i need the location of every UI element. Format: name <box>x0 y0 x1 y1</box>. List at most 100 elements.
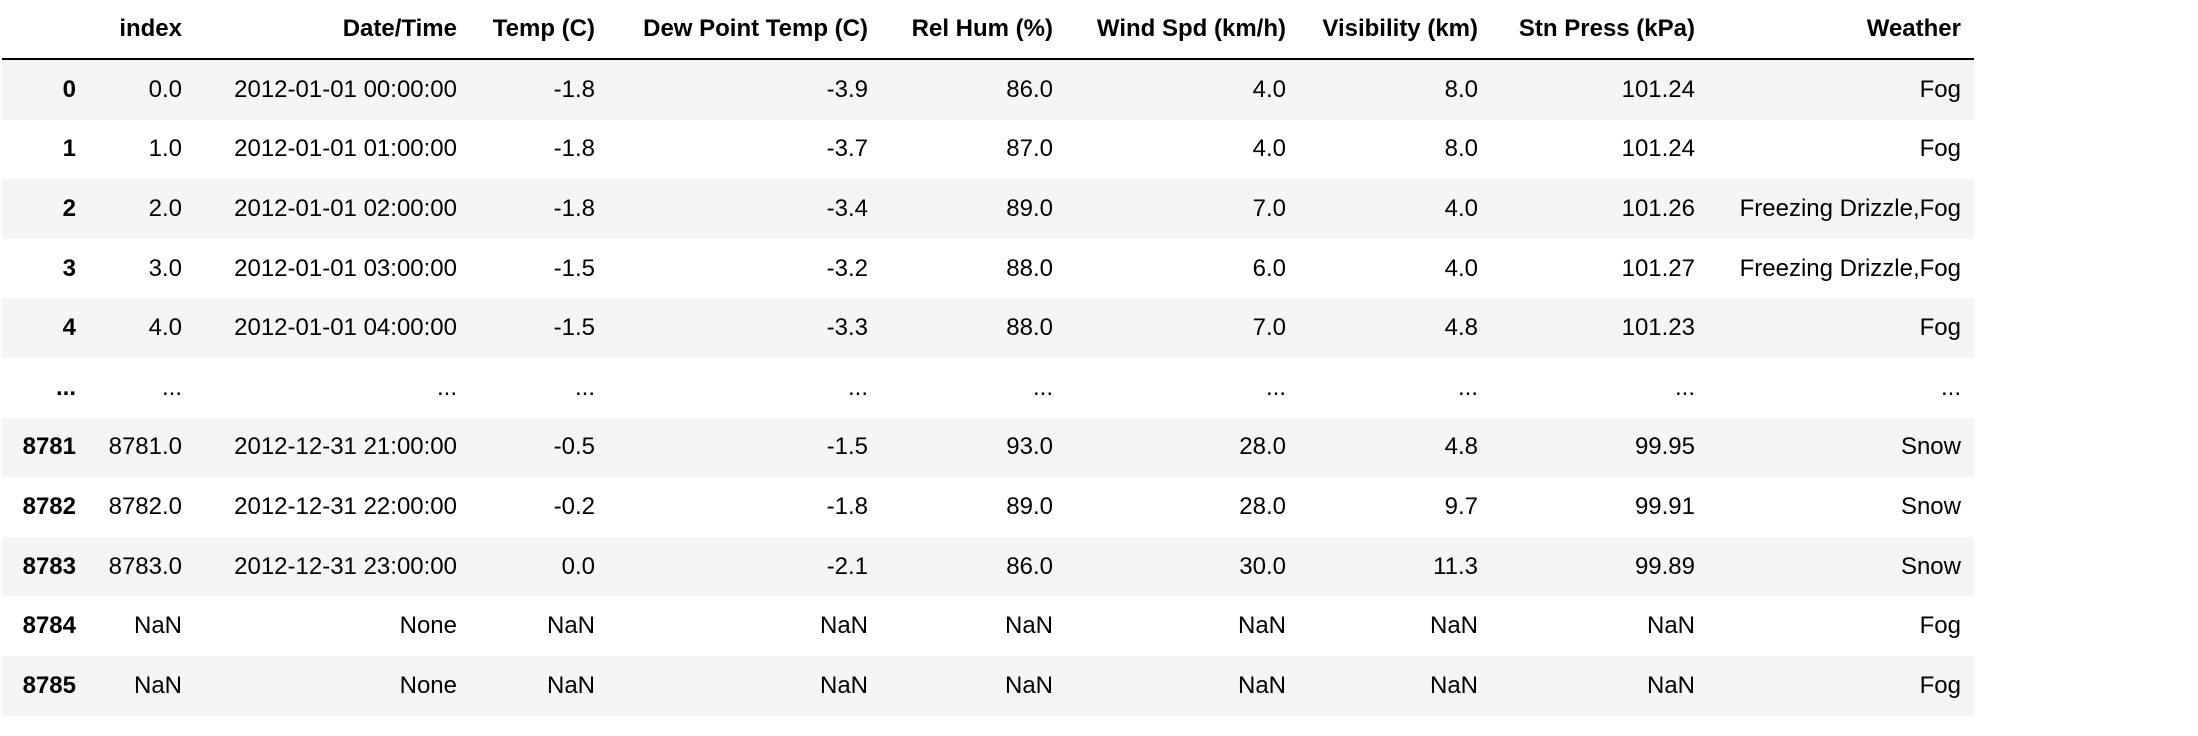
table-cell: -1.5 <box>553 254 595 282</box>
table-cell: NaN <box>1004 671 1053 699</box>
table-cell: Freezing Drizzle,Fog <box>1739 254 1961 282</box>
table-cell: 7.0 <box>1252 314 1286 342</box>
table-row: 1 1.0 2012-01-01 01:00:00 -1.8 -3.7 87.0 4.0 8.… <box>2 120 1974 180</box>
table-cell: -0.2 <box>553 492 595 520</box>
table-cell: 101.23 <box>1621 314 1695 342</box>
column-header: Date/Time <box>195 0 470 60</box>
table-cell: -1.8 <box>553 75 595 103</box>
row-index: 8781 <box>22 433 76 461</box>
table-cell: 8782.0 <box>108 492 182 520</box>
table-cell: 86.0 <box>1006 75 1053 103</box>
table-cell: 30.0 <box>1239 552 1286 580</box>
table-row: 4 4.0 2012-01-01 04:00:00 -1.5 -3.3 88.0 7.0 4.… <box>2 298 1974 358</box>
row-index: 3 <box>62 254 76 282</box>
table-header: index Date/Time Temp (C) Dew Point Temp (C)… <box>2 0 1974 60</box>
table-cell: Snow <box>1900 552 1961 580</box>
row-index: 8782 <box>22 492 76 520</box>
table-cell: NaN <box>546 671 595 699</box>
table-cell: -1.8 <box>826 492 868 520</box>
table-cell: 9.7 <box>1444 492 1478 520</box>
table-cell: 89.0 <box>1006 492 1053 520</box>
table-cell: ... <box>847 373 868 401</box>
row-index: 0 <box>62 75 76 103</box>
table-cell: None <box>399 671 457 699</box>
table-cell: NaN <box>1429 671 1478 699</box>
table-cell: -1.8 <box>553 135 595 163</box>
column-header: index <box>89 0 195 60</box>
table-row: 8782 8782.0 2012-12-31 22:00:00 -0.2 -1.8 89.… <box>2 477 1974 537</box>
table-row: 2 2.0 2012-01-01 02:00:00 -1.8 -3.4 89.0 7.0 4.… <box>2 179 1974 239</box>
table-cell: NaN <box>546 612 595 640</box>
row-index: 8785 <box>22 671 76 699</box>
table-cell: -3.7 <box>826 135 868 163</box>
row-index: 8784 <box>22 612 76 640</box>
table-cell: Freezing Drizzle,Fog <box>1739 194 1961 222</box>
table-row: .............................. <box>2 358 1974 418</box>
table-cell: 8781.0 <box>108 433 182 461</box>
table-cell: -1.5 <box>826 433 868 461</box>
table-cell: 101.24 <box>1621 75 1695 103</box>
table-cell: ... <box>1674 373 1695 401</box>
row-index: 1 <box>62 135 76 163</box>
table-cell: None <box>399 612 457 640</box>
table-row: 3 3.0 2012-01-01 03:00:00 -1.5 -3.2 88.0 6.0 4.… <box>2 239 1974 299</box>
table-cell: ... <box>1940 373 1961 401</box>
table-cell: 99.89 <box>1634 552 1695 580</box>
table-cell: NaN <box>1237 612 1286 640</box>
table-cell: 101.24 <box>1621 135 1695 163</box>
table-cell: 4.0 <box>1252 75 1286 103</box>
table-cell: 87.0 <box>1006 135 1053 163</box>
table-cell: 89.0 <box>1006 194 1053 222</box>
table-cell: 8.0 <box>1444 135 1478 163</box>
table-cell: NaN <box>133 612 182 640</box>
table-body: 0 0.0 2012-01-01 00:00:00 -1.8 -3.9 86.0 4.0 8.… <box>2 59 1974 716</box>
table-cell: 2012-01-01 00:00:00 <box>234 75 457 103</box>
table-cell: -3.4 <box>826 194 868 222</box>
table-cell: NaN <box>1646 612 1695 640</box>
table-row: 8783 8783.0 2012-12-31 23:00:00 0.0 -2.1 86.0… <box>2 536 1974 597</box>
table-cell: NaN <box>1646 671 1695 699</box>
table-cell: 99.91 <box>1634 492 1695 520</box>
table-cell: 11.3 <box>1433 552 1478 580</box>
table-cell: 8.0 <box>1444 75 1478 103</box>
table-cell: 88.0 <box>1006 254 1053 282</box>
row-index: 8783 <box>22 552 76 580</box>
table-cell: 28.0 <box>1239 492 1286 520</box>
table-row: 8781 8781.0 2012-12-31 21:00:00 -0.5 -1.5 93.… <box>2 417 1974 478</box>
table-cell: 101.27 <box>1621 254 1695 282</box>
table-cell: NaN <box>819 612 868 640</box>
table-cell: NaN <box>819 671 868 699</box>
table-cell: Fog <box>1919 135 1961 163</box>
column-header: Weather <box>1708 0 1974 60</box>
column-header: Stn Press (kPa) <box>1491 0 1708 60</box>
table-cell: 4.8 <box>1444 433 1478 461</box>
row-index: 2 <box>62 194 76 222</box>
table-cell: 4.0 <box>1252 135 1286 163</box>
header-row: index Date/Time Temp (C) Dew Point Temp (C)… <box>2 0 1974 60</box>
table-cell: 7.0 <box>1252 194 1286 222</box>
table-cell: 28.0 <box>1239 433 1286 461</box>
table-cell: -1.5 <box>553 314 595 342</box>
table-cell: -2.1 <box>826 552 868 580</box>
table-cell: 2012-01-01 01:00:00 <box>234 135 457 163</box>
table-cell: 1.0 <box>148 135 182 163</box>
column-header: Wind Spd (km/h) <box>1066 0 1299 60</box>
table-cell: -0.5 <box>553 433 595 461</box>
table-cell: 86.0 <box>1006 552 1053 580</box>
table-cell: NaN <box>1237 671 1286 699</box>
table-cell: 2.0 <box>148 194 182 222</box>
table-row: 8784 NaN None NaN NaN NaN NaN NaN NaN Fog <box>2 596 1974 656</box>
table-cell: NaN <box>1429 612 1478 640</box>
row-index: 4 <box>62 314 76 342</box>
table-cell: 4.0 <box>1444 194 1478 222</box>
table-cell: ... <box>1032 373 1053 401</box>
table-cell: 99.95 <box>1634 433 1695 461</box>
table-cell: Fog <box>1919 75 1961 103</box>
table-cell: ... <box>574 373 595 401</box>
column-header: Dew Point Temp (C) <box>608 0 881 60</box>
table-cell: 3.0 <box>148 254 182 282</box>
table-cell: 93.0 <box>1006 433 1053 461</box>
table-cell: NaN <box>133 671 182 699</box>
column-header: Temp (C) <box>470 0 608 60</box>
